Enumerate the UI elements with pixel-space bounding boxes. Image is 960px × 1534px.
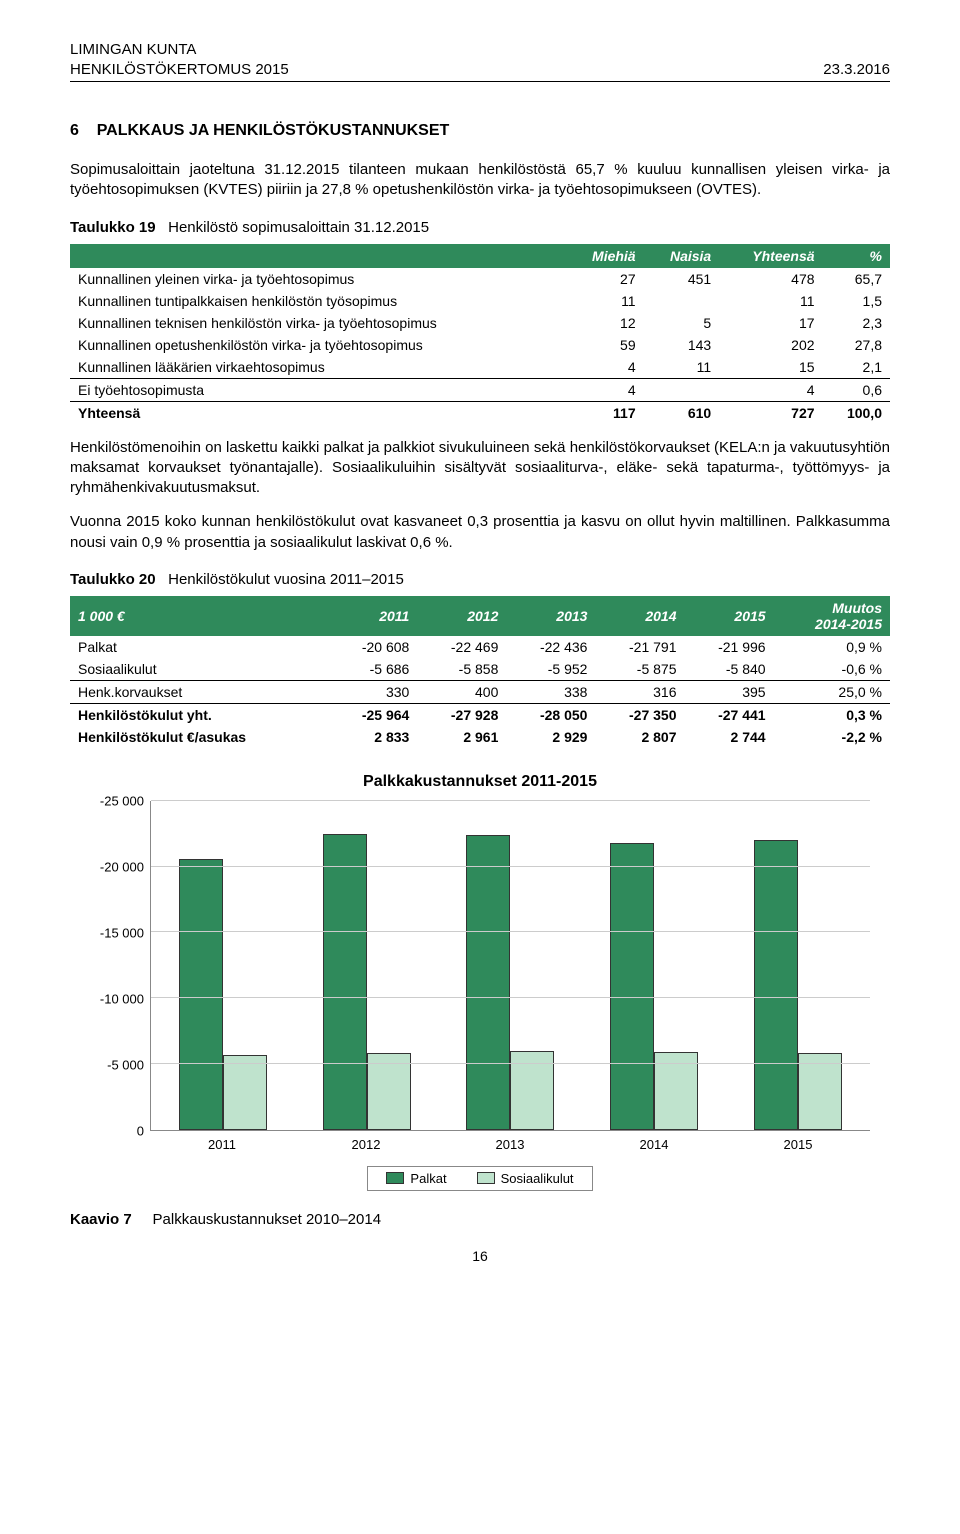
chart-bar [367,1053,411,1130]
y-tick-label: -5 000 [107,1057,144,1072]
x-tick-label: 2012 [294,1131,438,1152]
table-header-cell: 2013 [506,596,595,636]
section-title: 6 PALKKAUS JA HENKILÖSTÖKUSTANNUKSET [70,122,890,140]
header-line1: LIMINGAN KUNTA [70,40,890,60]
paragraph-3: Vuonna 2015 koko kunnan henkilöstökulut … [70,512,890,553]
chart-bar [654,1052,698,1129]
chart-bar [223,1055,267,1130]
chart-bar [754,840,798,1129]
page-number: 16 [70,1248,890,1264]
legend-swatch [477,1172,495,1184]
table-row: Henk.korvaukset33040033831639525,0 % [70,680,890,703]
y-tick-label: -20 000 [100,859,144,874]
legend-label: Palkat [410,1171,446,1186]
table-total-row: Yhteensä117610727100,0 [70,401,890,424]
table-header-cell: 2012 [417,596,506,636]
paragraph-2: Henkilöstömenoihin on laskettu kaikki pa… [70,438,890,499]
x-tick-label: 2014 [582,1131,726,1152]
table-row: Palkat-20 608-22 469-22 436-21 791-21 99… [70,636,890,658]
chart-x-axis: 20112012201320142015 [150,1131,870,1152]
chart-year-group [151,801,295,1130]
legend-item: Palkat [386,1171,446,1186]
table-row-bold: Henkilöstökulut €/asukas2 8332 9612 9292… [70,726,890,748]
table-header-cell: Muutos2014-2015 [774,596,890,636]
legend-item: Sosiaalikulut [477,1171,574,1186]
table-row: Ei työehtosopimusta440,6 [70,378,890,401]
y-tick-label: -15 000 [100,925,144,940]
chart-year-group [295,801,439,1130]
table-header-cell: 2015 [685,596,774,636]
table-header-cell: 1 000 € [70,596,328,636]
kaavio-caption: Kaavio 7 Palkkauskustannukset 2010–2014 [70,1211,890,1228]
table-row: Sosiaalikulut-5 686-5 858-5 952-5 875-5 … [70,658,890,681]
chart-bar [798,1053,842,1130]
table-19: MiehiäNaisiaYhteensä% Kunnallinen yleine… [70,244,890,424]
page-header: LIMINGAN KUNTA HENKILÖSTÖKERTOMUS 2015 2… [70,40,890,82]
table-header-cell: Naisia [644,244,720,268]
chart-title: Palkkakustannukset 2011-2015 [90,773,870,791]
chart-bar [610,843,654,1130]
chart-year-group [582,801,726,1130]
x-tick-label: 2015 [726,1131,870,1152]
chart-legend: Palkat Sosiaalikulut [367,1166,592,1191]
chart-plot [150,801,870,1131]
legend-label: Sosiaalikulut [501,1171,574,1186]
y-tick-label: -10 000 [100,991,144,1006]
chart-year-group [439,801,583,1130]
table-header-cell: Yhteensä [719,244,822,268]
header-line2-right: 23.3.2016 [823,60,890,80]
chart-bar [179,859,223,1130]
table-header-cell [70,244,565,268]
y-tick-label: 0 [137,1123,144,1138]
chart-year-group [726,801,870,1130]
chart-bar [323,834,367,1130]
table-20: 1 000 €20112012201320142015Muutos2014-20… [70,596,890,748]
chart-bar [466,835,510,1130]
table-row-bold: Henkilöstökulut yht.-25 964-27 928-28 05… [70,703,890,726]
table19-caption: Taulukko 19 Henkilöstö sopimusaloittain … [70,219,890,236]
header-line2-left: HENKILÖSTÖKERTOMUS 2015 [70,60,289,80]
table-header-cell: Miehiä [565,244,644,268]
table-row: Kunnallinen lääkärien virkaehtosopimus41… [70,356,890,379]
table-row: Kunnallinen yleinen virka- ja työehtosop… [70,268,890,290]
y-tick-label: -25 000 [100,793,144,808]
x-tick-label: 2011 [150,1131,294,1152]
table-row: Kunnallinen teknisen henkilöstön virka- … [70,312,890,334]
table-header-cell: 2011 [328,596,417,636]
legend-swatch [386,1172,404,1184]
table-row: Kunnallinen opetushenkilöstön virka- ja … [70,334,890,356]
table20-caption: Taulukko 20 Henkilöstökulut vuosina 2011… [70,571,890,588]
table-row: Kunnallinen tuntipalkkaisen henkilöstön … [70,290,890,312]
x-tick-label: 2013 [438,1131,582,1152]
paragraph-1: Sopimusaloittain jaoteltuna 31.12.2015 t… [70,160,890,201]
chart-palkkakustannukset: Palkkakustannukset 2011-2015 -25 000 -20 … [90,773,870,1191]
table-header-cell: % [823,244,890,268]
chart-y-axis: -25 000-20 000-15 000-10 000-5 0000 [90,801,150,1131]
table-header-cell: 2014 [595,596,684,636]
